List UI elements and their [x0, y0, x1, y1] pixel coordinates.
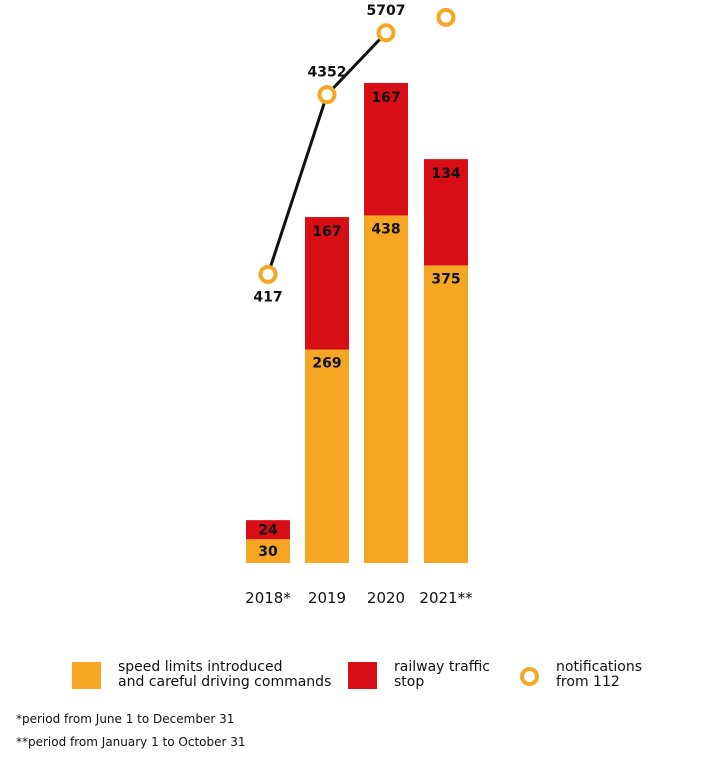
- label-railway-stop-1: 167: [312, 224, 341, 240]
- label-notifications-1: 4352: [308, 65, 347, 81]
- point-notifications-3: [436, 7, 456, 27]
- label-speed-limits-2: 438: [371, 221, 400, 237]
- label-speed-limits-3: 375: [431, 271, 460, 287]
- bar-speed-limits-3: [424, 265, 468, 563]
- legend-label-speed-limits: speed limits introduced and careful driv…: [118, 659, 332, 690]
- point-notifications-0: [258, 264, 278, 284]
- label-railway-stop-2: 167: [371, 90, 400, 106]
- legend-label-railway-stop: railway traffic stop: [394, 659, 490, 690]
- bar-railway-stop-1: [305, 217, 349, 350]
- bar-speed-limits-0: [246, 539, 290, 563]
- bar-railway-stop-0: [246, 520, 290, 540]
- footnote-2021: **period from January 1 to October 31: [16, 735, 246, 749]
- legend-item-railway-stop: railway traffic stop: [348, 660, 508, 700]
- label-railway-stop-0: 24: [258, 523, 278, 539]
- legend-marker-notifications: [520, 667, 539, 686]
- point-notifications-1: [317, 85, 337, 105]
- x-tick-label-1: 2019: [308, 589, 346, 607]
- bar-speed-limits-2: [364, 215, 408, 563]
- bar-railway-stop-3: [424, 159, 468, 266]
- label-railway-stop-3: 134: [431, 166, 460, 182]
- legend-item-speed-limits: speed limits introduced and careful driv…: [72, 660, 352, 700]
- legend-label-notifications: notifications from 112: [556, 659, 643, 690]
- legend-item-notifications: notifications from 112: [520, 660, 700, 700]
- point-notifications-2: [376, 23, 396, 43]
- label-notifications-0: 417: [253, 289, 282, 305]
- label-notifications-2: 5707: [367, 3, 406, 19]
- x-tick-label-3: 2021**: [419, 589, 473, 607]
- x-tick-label-0: 2018*: [245, 589, 291, 607]
- legend-swatch-speed-limits: [72, 662, 101, 689]
- legend-swatch-railway-stop: [348, 662, 377, 689]
- bar-speed-limits-1: [305, 349, 349, 563]
- bar-railway-stop-2: [364, 82, 408, 216]
- label-speed-limits-0: 30: [258, 544, 278, 560]
- x-tick-label-2: 2020: [367, 589, 405, 607]
- legend: speed limits introduced and careful driv…: [0, 660, 720, 700]
- label-notifications-3: 6046: [427, 0, 466, 3]
- label-speed-limits-1: 269: [312, 356, 341, 372]
- footnote-2018: *period from June 1 to December 31: [16, 712, 235, 726]
